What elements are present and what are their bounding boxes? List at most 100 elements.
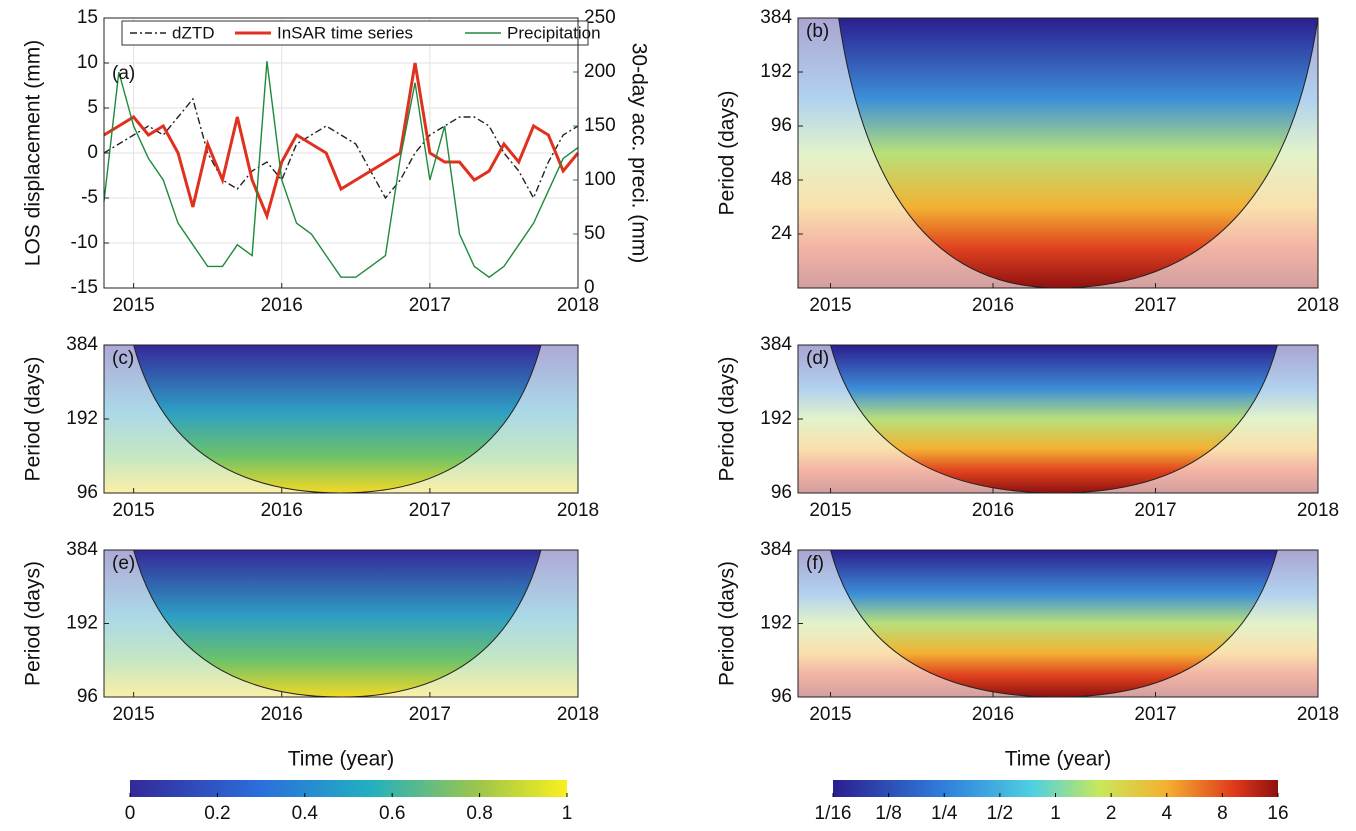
legend-label: InSAR time series [277,23,413,42]
x-tick-label: 2015 [809,500,851,521]
colorbar-tick-label: 16 [1267,803,1288,824]
y2-tick-label: 100 [584,169,616,190]
x-tick-label: 2018 [557,500,599,521]
y-axis-title: Period (days) [716,357,739,482]
panel-label: (b) [806,21,829,42]
y-tick-label: 384 [66,539,98,560]
legend-box [121,20,589,46]
y-tick-label: -5 [81,187,98,208]
x-tick-label: 2016 [261,500,303,521]
colorbar-tick-label: 0.4 [292,803,319,824]
y-tick-label: 96 [77,482,98,503]
y2-tick-label: 0 [584,277,595,298]
plot-frame [797,17,1319,289]
x-tick-label: 2016 [261,295,303,316]
cone-of-influence-mask [104,345,578,493]
y2-axis-title: 30-day acc. preci. (mm) [627,43,650,264]
y2-tick-label: 150 [584,115,616,136]
colorbar-tick-label: 2 [1106,803,1117,824]
y-tick-label: 5 [87,97,98,118]
y-tick-label: 15 [77,7,98,28]
y-tick-label: 192 [760,61,792,82]
x-tick-label: 2016 [261,704,303,725]
colorbar-tick-label: 1/2 [987,803,1013,824]
y-tick-label: 96 [771,482,792,503]
y-tick-label: 384 [66,334,98,355]
panel-label: (e) [112,553,135,574]
series-line [103,97,579,200]
y-tick-label: 192 [760,408,792,429]
series-line [103,61,579,279]
x-tick-label: 2017 [409,704,451,725]
y-tick-label: -15 [71,277,98,298]
y-tick-label: 96 [771,686,792,707]
y-axis-title: Period (days) [716,561,739,686]
y-tick-label: 384 [760,7,792,28]
y-tick-label: 96 [77,686,98,707]
cone-of-influence-mask [798,18,1318,288]
x-tick-label: 2015 [809,295,851,316]
colorbar [833,780,1278,797]
y-tick-label: 0 [87,142,98,163]
colorbar [130,780,567,797]
x-axis-title: Time (year) [1005,748,1112,771]
x-tick-label: 2017 [409,295,451,316]
x-tick-label: 2016 [972,500,1014,521]
x-tick-label: 2017 [1134,704,1176,725]
y-axis-title: LOS displacement (mm) [22,40,45,266]
y-axis-title: Period (days) [22,561,45,686]
panel-label: (a) [112,63,135,84]
y-tick-label: 384 [760,334,792,355]
colorbar-tick-label: 1 [1050,803,1061,824]
x-tick-label: 2017 [1134,500,1176,521]
series-line [103,62,580,221]
legend-label: dZTD [172,23,215,42]
x-tick-label: 2018 [1297,704,1339,725]
y-tick-label: 48 [771,169,792,190]
y-tick-label: 192 [66,613,98,634]
x-tick-label: 2015 [809,704,851,725]
x-tick-label: 2017 [409,500,451,521]
cone-of-influence-mask [104,550,578,697]
y2-tick-label: 250 [584,7,616,28]
colorbar-tick-label: 1/8 [875,803,901,824]
colorbar-tick-label: 1 [562,803,573,824]
x-tick-label: 2018 [557,295,599,316]
colorbar-tick-label: 0 [125,803,136,824]
x-tick-label: 2016 [972,704,1014,725]
y-tick-label: 24 [771,223,793,244]
cone-of-influence-mask [798,550,1318,697]
panel-label: (f) [806,553,824,574]
x-tick-label: 2018 [1297,500,1339,521]
colorbar-tick-label: 1/16 [815,803,852,824]
colorbar-tick-label: 0.8 [466,803,492,824]
x-tick-label: 2015 [112,500,154,521]
y-tick-label: 10 [77,52,98,73]
colorbar-tick-label: 1/4 [931,803,958,824]
colorbar-tick-label: 4 [1161,803,1172,824]
legend-label: Precipitation [507,23,601,42]
y-tick-label: 96 [771,115,792,136]
panel-label: (c) [112,348,134,369]
x-tick-label: 2018 [557,704,599,725]
y-tick-label: 192 [66,408,98,429]
colorbar-tick-label: 0.2 [204,803,230,824]
y-axis-title: Period (days) [22,357,45,482]
x-axis-title: Time (year) [288,748,395,771]
x-tick-label: 2017 [1134,295,1176,316]
x-tick-label: 2016 [972,295,1014,316]
y2-tick-label: 50 [584,223,605,244]
y2-tick-label: 200 [584,61,616,82]
panel-label: (d) [806,348,829,369]
y-tick-label: 192 [760,613,792,634]
x-tick-label: 2015 [112,704,154,725]
x-tick-label: 2015 [112,295,154,316]
y-tick-label: -10 [71,232,98,253]
y-tick-label: 384 [760,539,792,560]
x-tick-label: 2018 [1297,295,1339,316]
colorbar-tick-label: 0.6 [379,803,405,824]
y-axis-title: Period (days) [716,91,739,216]
colorbar-tick-label: 8 [1217,803,1228,824]
cone-of-influence-mask [798,345,1318,493]
